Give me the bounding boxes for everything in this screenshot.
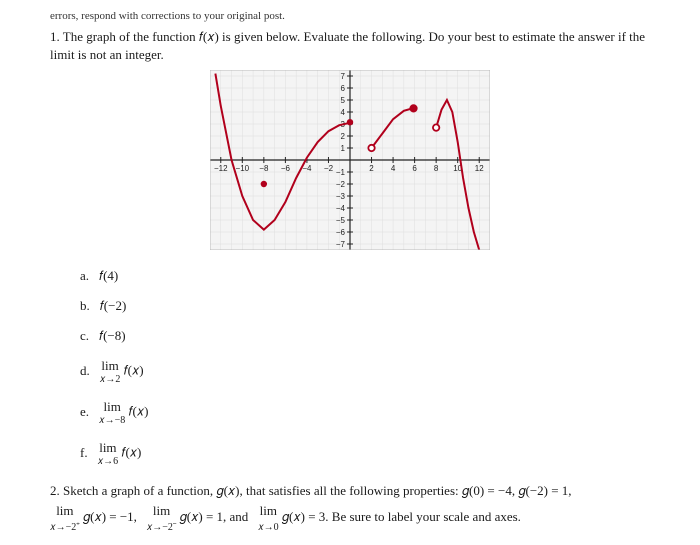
q2-lim1: lim𝑥→−2⁺ xyxy=(50,501,80,536)
function-graph: −12−10−8−6−4−224681012−7−6−5−4−3−2−11234… xyxy=(210,70,490,250)
part-f-fx: 𝑓(𝑥) xyxy=(121,445,141,460)
part-e-limit: lim𝑥→−8 xyxy=(99,399,125,426)
part-b-expr: 𝑓(−2) xyxy=(100,298,127,313)
svg-text:5: 5 xyxy=(341,96,346,105)
part-d-label: d. xyxy=(80,363,90,378)
cutoff-header: errors, respond with corrections to your… xyxy=(50,10,650,22)
q2-g3: 𝑔(𝑥) = 3. Be sure to label your scale an… xyxy=(282,509,521,524)
subparts: a. 𝑓(4) b. 𝑓(−2) c. 𝑓(−8) d. lim𝑥→2 𝑓(𝑥) e. l… xyxy=(80,268,650,467)
part-a-expr: 𝑓(4) xyxy=(99,268,118,283)
svg-text:6: 6 xyxy=(341,84,346,93)
graph-container: −12−10−8−6−4−224681012−7−6−5−4−3−2−11234… xyxy=(50,70,650,254)
svg-text:4: 4 xyxy=(391,164,396,173)
part-b-label: b. xyxy=(80,298,90,313)
part-f-label: f. xyxy=(80,445,88,460)
svg-text:−6: −6 xyxy=(336,228,346,237)
q1-number: 1. xyxy=(50,29,60,44)
svg-text:−4: −4 xyxy=(336,204,346,213)
part-a-label: a. xyxy=(80,268,89,283)
svg-text:2: 2 xyxy=(341,132,346,141)
q2-number: 2. xyxy=(50,483,60,498)
q2-g1: 𝑔(𝑥) = −1, xyxy=(83,509,137,524)
svg-text:−2: −2 xyxy=(324,164,334,173)
q2-lim3: lim𝑥→0 xyxy=(258,501,279,536)
svg-text:−6: −6 xyxy=(281,164,291,173)
part-c: c. 𝑓(−8) xyxy=(80,328,650,344)
svg-text:4: 4 xyxy=(341,108,346,117)
part-b: b. 𝑓(−2) xyxy=(80,298,650,314)
svg-text:7: 7 xyxy=(341,72,346,81)
svg-text:−8: −8 xyxy=(259,164,269,173)
svg-text:12: 12 xyxy=(475,164,484,173)
part-e: e. lim𝑥→−8 𝑓(𝑥) xyxy=(80,399,650,426)
q1-text: The graph of the function 𝑓(𝑥) is given … xyxy=(50,29,645,62)
question-1: 1. The graph of the function 𝑓(𝑥) is giv… xyxy=(50,28,650,64)
part-c-expr: 𝑓(−8) xyxy=(99,328,126,343)
svg-text:−10: −10 xyxy=(236,164,250,173)
svg-text:−2: −2 xyxy=(336,180,346,189)
part-a: a. 𝑓(4) xyxy=(80,268,650,284)
q2-line1: Sketch a graph of a function, 𝑔(𝑥), that… xyxy=(63,483,572,498)
svg-text:−3: −3 xyxy=(336,192,346,201)
part-d-fx: 𝑓(𝑥) xyxy=(124,363,144,378)
q2-g2: 𝑔(𝑥) = 1, and xyxy=(180,509,249,524)
svg-text:6: 6 xyxy=(412,164,417,173)
part-c-label: c. xyxy=(80,328,89,343)
svg-text:8: 8 xyxy=(434,164,439,173)
part-f: f. lim𝑥→6 𝑓(𝑥) xyxy=(80,440,650,467)
svg-text:−12: −12 xyxy=(214,164,228,173)
question-2: 2. Sketch a graph of a function, 𝑔(𝑥), t… xyxy=(50,481,650,535)
svg-text:1: 1 xyxy=(341,144,346,153)
svg-text:−5: −5 xyxy=(336,216,346,225)
part-e-fx: 𝑓(𝑥) xyxy=(129,404,149,419)
part-f-limit: lim𝑥→6 xyxy=(98,440,119,467)
svg-text:−1: −1 xyxy=(336,168,346,177)
part-e-label: e. xyxy=(80,404,89,419)
svg-text:−7: −7 xyxy=(336,240,346,249)
part-d-limit: lim𝑥→2 xyxy=(100,358,121,385)
part-d: d. lim𝑥→2 𝑓(𝑥) xyxy=(80,358,650,385)
q2-lim2: lim𝑥→−2⁻ xyxy=(147,501,177,536)
svg-text:2: 2 xyxy=(369,164,374,173)
